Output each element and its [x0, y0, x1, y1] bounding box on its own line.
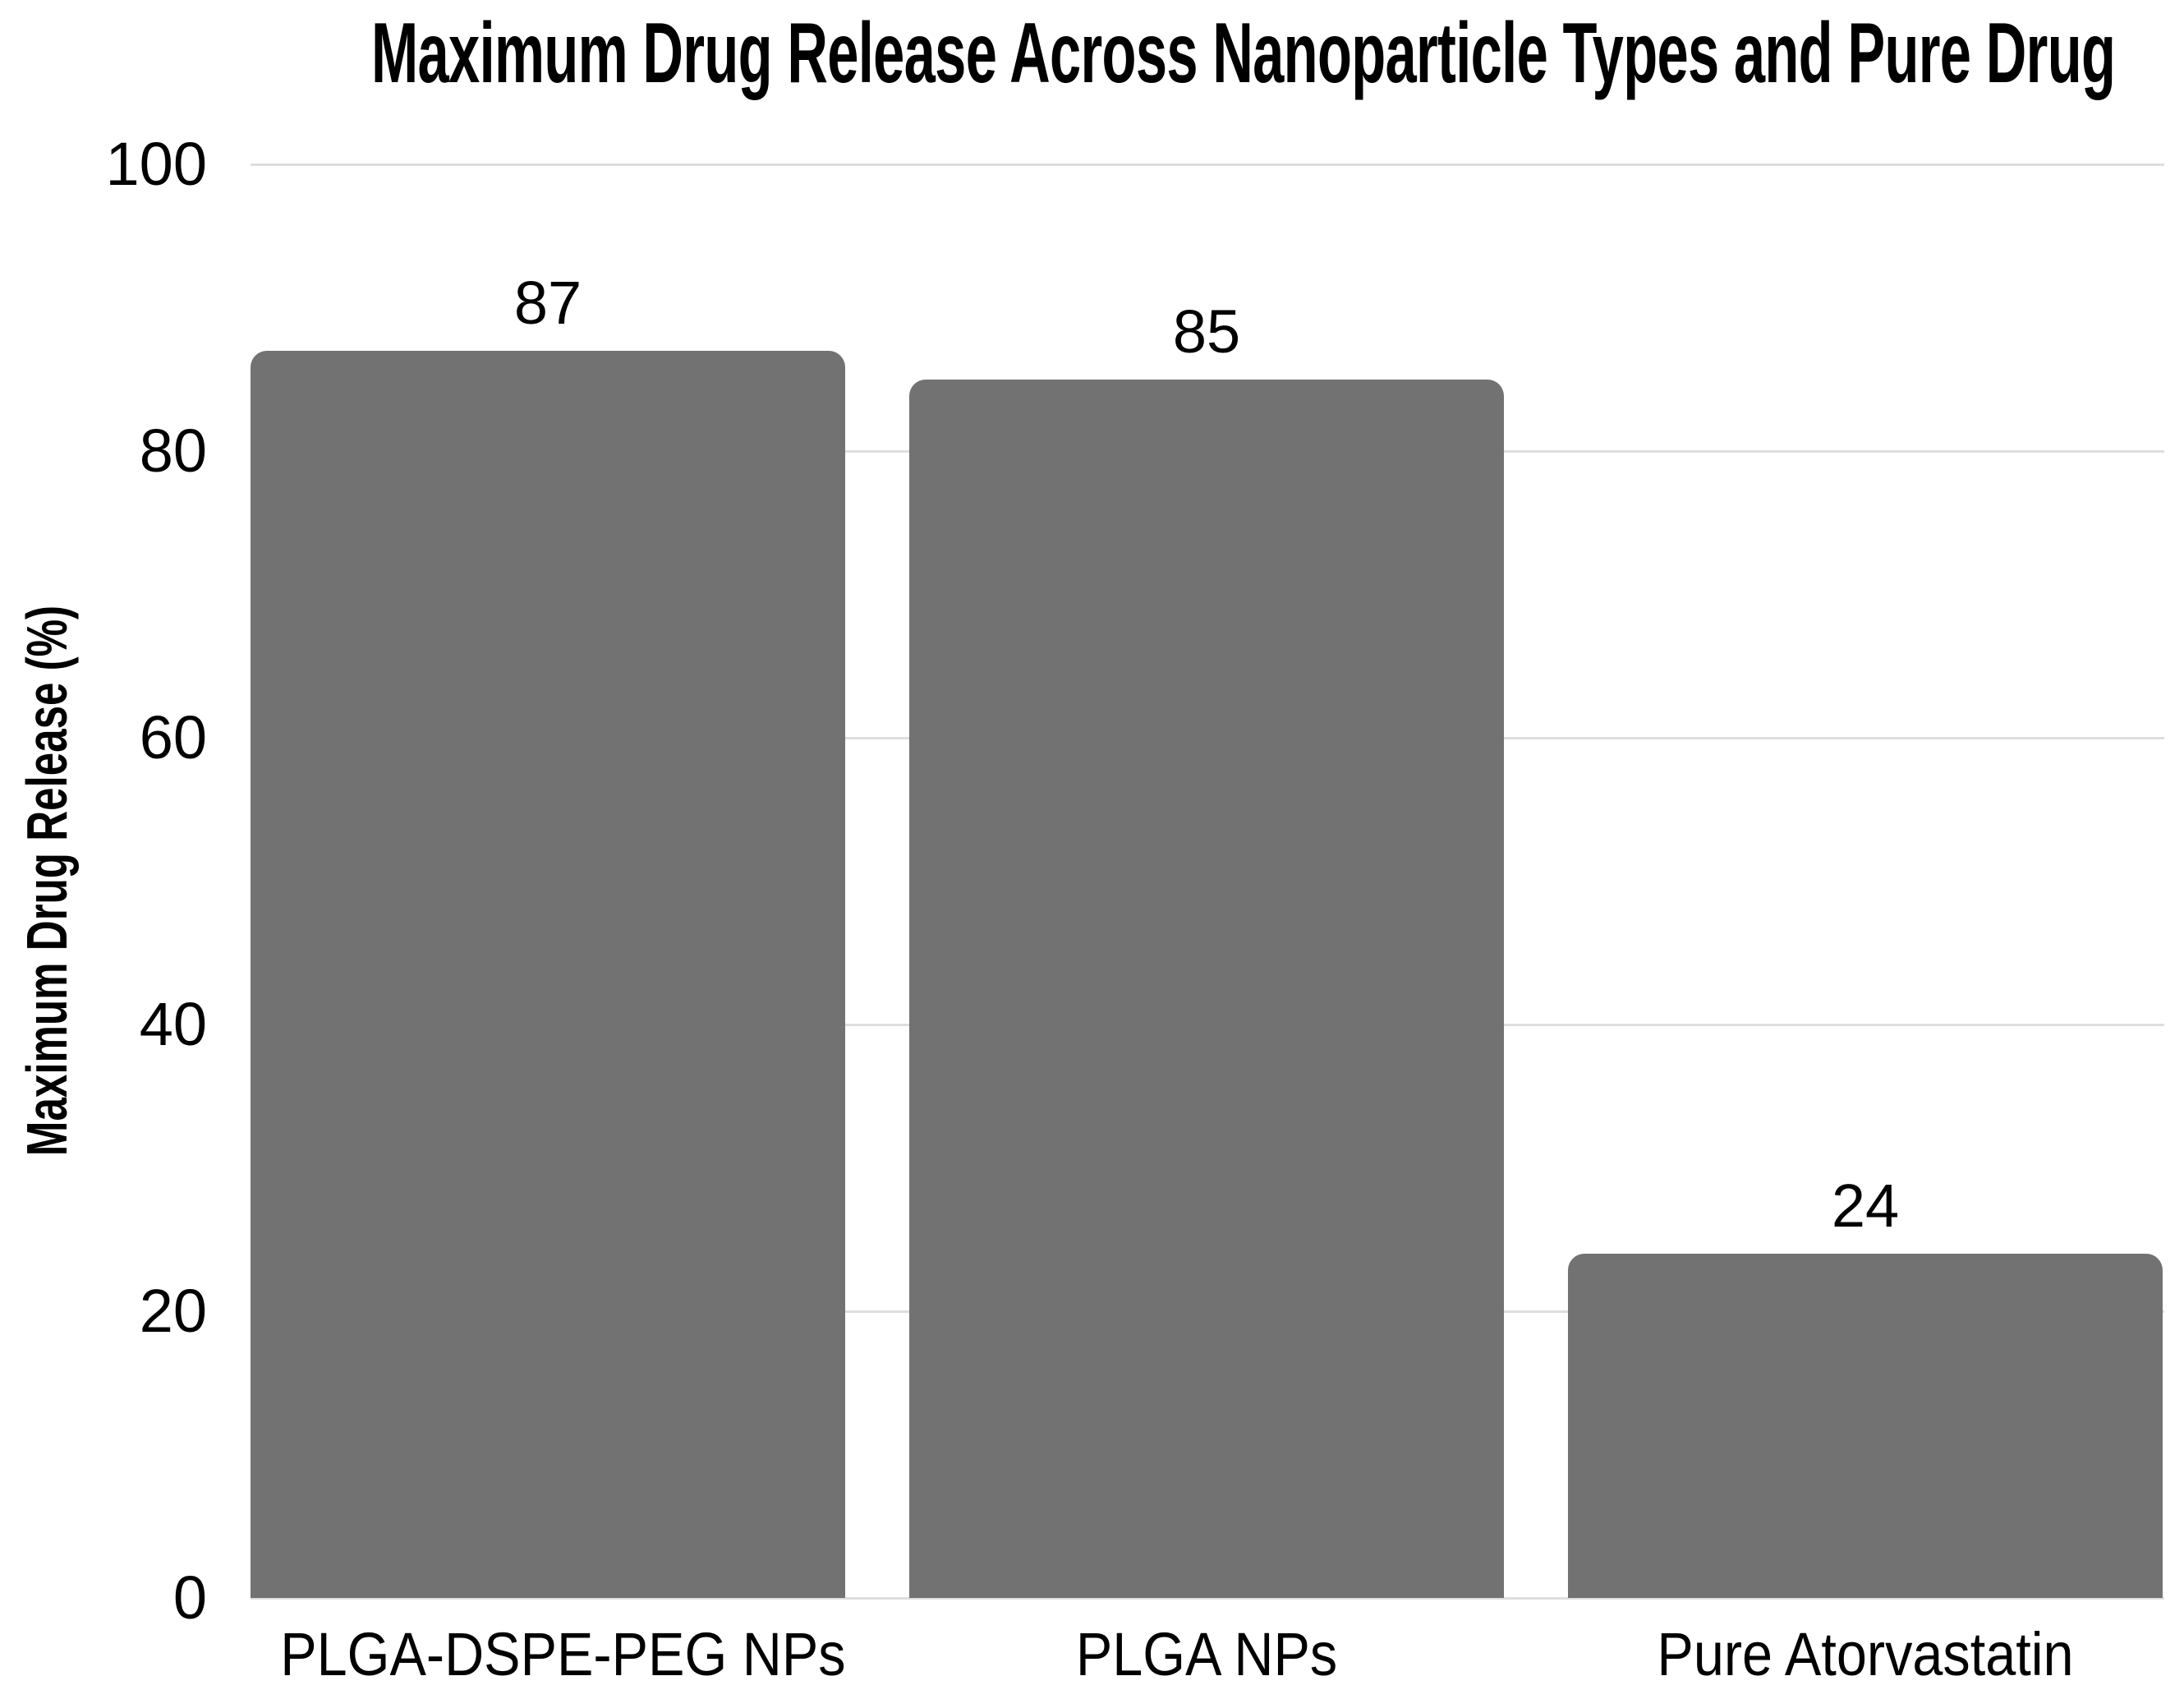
x-tick-label: PLGA-DSPE-PEG NPs — [280, 1620, 846, 1688]
y-tick-label: 0 — [172, 1563, 207, 1632]
bar-value-label: 24 — [1831, 1172, 1900, 1241]
x-axis-labels: PLGA-DSPE-PEG NPs PLGA NPs Pure Atorvast… — [251, 1617, 2164, 1699]
bar-group: 85 — [909, 164, 1504, 1598]
bar — [251, 350, 845, 1598]
bar-group: 87 — [251, 164, 845, 1598]
bar-group: 24 — [1568, 164, 2163, 1598]
bar — [909, 379, 1504, 1598]
chart-title: Maximum Drug Release Across Nanoparticle… — [371, 6, 2116, 101]
x-tick-label: PLGA NPs — [1075, 1620, 1338, 1688]
y-tick-label: 80 — [139, 417, 207, 485]
y-tick-label: 100 — [105, 130, 207, 198]
x-tick-label: Pure Atorvastatin — [1657, 1620, 2074, 1688]
gridline — [251, 163, 2164, 166]
gridline — [251, 1596, 2164, 1600]
bar-value-label: 85 — [1172, 297, 1241, 366]
plot-area: 87 85 24 — [251, 163, 2164, 1600]
y-axis-ticks: 0 20 40 60 80 100 — [0, 134, 207, 1628]
bar — [1568, 1254, 2163, 1598]
y-tick-label: 40 — [139, 990, 207, 1058]
y-tick-label: 60 — [139, 703, 207, 771]
bar-value-label: 87 — [513, 268, 582, 337]
y-tick-label: 20 — [139, 1277, 207, 1345]
